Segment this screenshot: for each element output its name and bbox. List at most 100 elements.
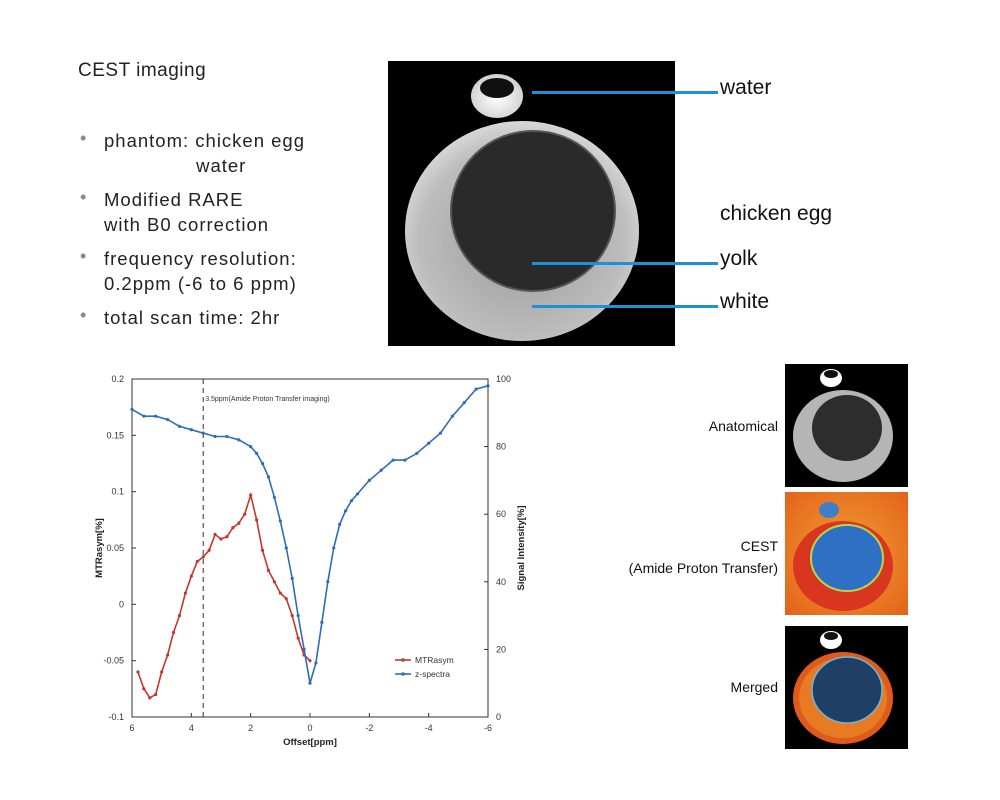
z-spectra-point	[225, 434, 229, 439]
mtrasym-point	[272, 580, 276, 584]
z-spectra-point	[379, 468, 383, 472]
mtrasym-point	[290, 614, 294, 618]
mtrasym-point	[243, 512, 247, 516]
z-spectra-point	[201, 431, 205, 435]
mtrasym-point	[171, 630, 176, 635]
z-spectra-point	[427, 441, 431, 445]
y-right-tick-label: 40	[496, 577, 506, 587]
z-spectra-point	[486, 384, 490, 388]
mtrasym-point	[189, 574, 193, 578]
z-spectra-point	[415, 451, 419, 455]
bullet-line2: water	[104, 155, 247, 176]
mtrasym-point	[260, 548, 265, 552]
y-left-axis-label: MTRasym[%]	[94, 518, 105, 578]
cest-label: CEST (Amide Proton Transfer)	[629, 535, 778, 579]
cest-label-line2: (Amide Proton Transfer)	[628, 560, 778, 576]
z-spectra-point	[450, 414, 454, 418]
y-left-tick-label: 0.2	[111, 374, 124, 384]
z-spectra-point	[355, 492, 360, 496]
z-spectra-series-line	[131, 385, 489, 684]
bullet-dot-icon: •	[80, 246, 88, 266]
z-spectra-point	[462, 401, 466, 405]
page-title: CEST imaging	[78, 60, 207, 81]
x-tick-label: -4	[425, 723, 433, 733]
z-spectra-point	[320, 620, 324, 624]
info-bullets: • phantom: chicken egg water • Modified RA…	[78, 128, 305, 339]
bullet-line2: with B0 correction	[104, 214, 270, 235]
y-left-tick-label: 0.05	[106, 543, 124, 553]
z-spectra-point	[391, 458, 395, 462]
bullet-item: • phantom: chicken egg water	[78, 128, 305, 178]
z-spectra-point	[367, 478, 371, 482]
z-spectra-point	[302, 647, 306, 651]
bullet-line1: phantom: chicken egg	[104, 130, 306, 151]
z-spectra-point	[338, 522, 342, 526]
mtrasym-point	[225, 535, 229, 539]
z-spectra-point	[213, 434, 217, 439]
mri-image	[388, 61, 675, 346]
z-spectra-point	[278, 519, 282, 523]
mtrasym-point	[166, 653, 170, 657]
z-spectra-point	[403, 458, 407, 462]
mtrasym-point	[177, 614, 182, 618]
bullet-item: • total scan time: 2hr	[78, 305, 305, 330]
mtrasym-point	[308, 659, 312, 663]
z-spectra-point	[260, 461, 265, 466]
mtrasym-point	[148, 696, 152, 700]
mtrasym-point	[278, 591, 282, 595]
bullet-line2: 0.2ppm (-6 to 6 ppm)	[104, 273, 297, 294]
bullet-dot-icon: •	[80, 187, 88, 207]
bullet-dot-icon: •	[80, 305, 88, 325]
z-spectra-point	[237, 438, 241, 442]
y-left-tick-label: 0	[119, 599, 124, 609]
y-left-tick-label: 0.15	[106, 430, 124, 440]
y-left-tick-label: 0.1	[111, 487, 124, 497]
merged-thumbnail	[785, 626, 908, 749]
z-spectra-point	[314, 661, 318, 665]
bullet-dot-icon: •	[80, 128, 88, 148]
mtrasym-point	[255, 518, 259, 522]
z-spectra-point	[326, 580, 330, 584]
mtrasym-point	[142, 687, 146, 691]
z-spectra-point	[438, 431, 443, 435]
yolk-label: yolk	[720, 247, 758, 270]
mtrasym-point	[160, 670, 164, 674]
cest-thumbnail	[785, 492, 908, 615]
white-callout-line	[532, 305, 718, 308]
z-spectra-point	[296, 614, 300, 618]
chicken-egg-label: chicken egg	[720, 202, 833, 225]
water-callout-line	[532, 91, 718, 94]
z-spectra-point	[189, 428, 193, 432]
z-spectra-point	[344, 509, 348, 513]
z-spectra-point	[130, 407, 134, 412]
yolk-callout-line	[532, 262, 718, 265]
annotation-text: 3.5ppm(Amide Proton Transfer imaging)	[205, 396, 330, 403]
white-label: white	[720, 290, 770, 313]
mtrasym-point	[219, 537, 223, 541]
mtrasym-point	[183, 591, 187, 595]
legend-marker	[401, 658, 405, 662]
y-right-tick-label: 20	[496, 644, 506, 654]
mtrasym-point	[284, 597, 288, 601]
anatomical-label: Anatomical	[708, 418, 778, 434]
mtrasym-point	[213, 532, 217, 537]
z-spectra-point	[272, 495, 276, 499]
y-right-tick-label: 60	[496, 509, 506, 519]
mtrasym-point	[249, 493, 253, 497]
mtrasym-point	[237, 521, 241, 525]
z-spectra-point	[249, 445, 253, 449]
legend-label: MTRasym	[415, 655, 454, 665]
z-spectra-point	[290, 576, 294, 581]
x-axis-label: Offset[ppm]	[283, 737, 337, 748]
z-spectra-point	[177, 424, 182, 428]
x-tick-label: 0	[307, 723, 312, 733]
x-tick-label: 6	[129, 723, 134, 733]
z-spectra-point	[166, 417, 170, 422]
legend-marker	[401, 672, 405, 676]
x-tick-label: 4	[189, 723, 194, 733]
y-left-tick-label: -0.1	[108, 712, 124, 722]
z-spectra-point	[284, 546, 288, 550]
bullet-item: • frequency resolution: 0.2ppm (-6 to 6 pp…	[78, 246, 305, 296]
y-right-tick-label: 100	[496, 374, 511, 384]
mtrasym-point	[201, 555, 205, 559]
